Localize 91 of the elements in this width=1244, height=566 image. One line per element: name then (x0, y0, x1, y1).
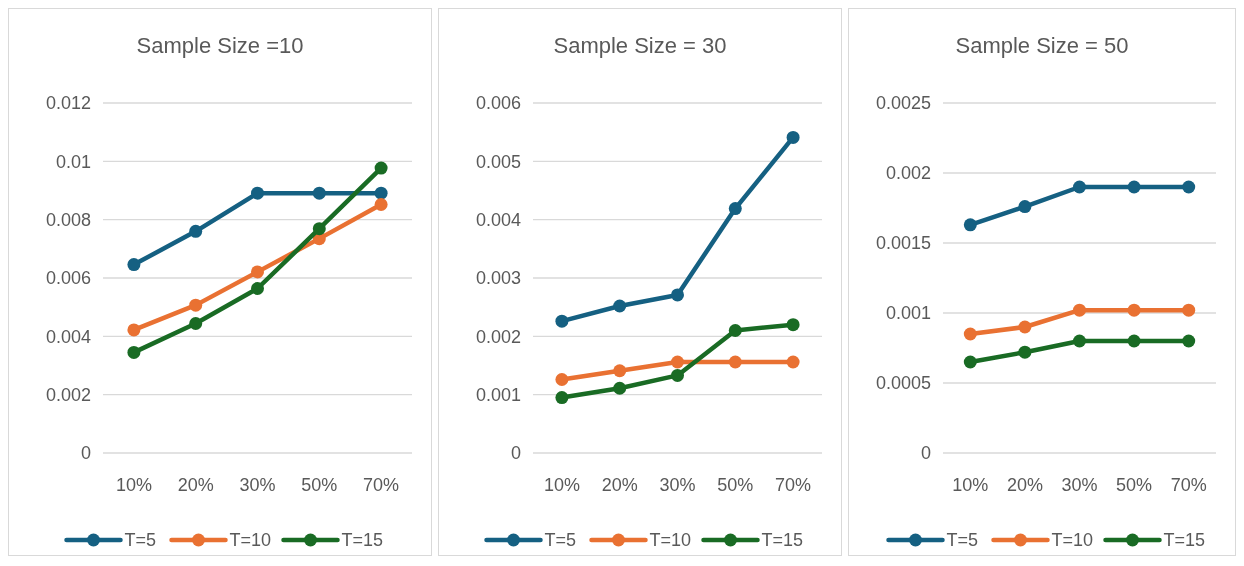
point (728, 355, 742, 369)
point (613, 299, 627, 313)
y-tick-label: 0.0015 (875, 233, 931, 254)
chart-title: Sample Size = 50 (955, 33, 1129, 58)
y-tick-label: 0.01 (55, 151, 91, 172)
point (1182, 180, 1196, 194)
point (671, 288, 684, 302)
y-tick-label: 0.012 (45, 93, 91, 114)
point (786, 355, 800, 369)
y-tick-label: 0.001 (885, 303, 931, 324)
point (963, 218, 977, 232)
point (1127, 303, 1141, 317)
point (671, 368, 684, 382)
x-tick-label: 70% (1170, 475, 1207, 495)
x-tick-label: 30% (239, 475, 276, 495)
chart-title: Sample Size =10 (136, 33, 304, 58)
chart-title: Sample Size = 30 (553, 33, 727, 58)
legend-label: T=10 (229, 530, 272, 551)
x-tick-label: 70% (775, 475, 812, 495)
y-tick-label: 0.003 (475, 268, 521, 289)
y-tick-label: 0.005 (475, 151, 521, 172)
point (1182, 334, 1196, 348)
point (1073, 303, 1086, 317)
point (1018, 345, 1032, 359)
y-tick-label: 0.008 (45, 209, 91, 230)
point (374, 198, 388, 211)
y-tick-label: 0.004 (45, 326, 91, 347)
point (1073, 334, 1086, 348)
x-tick-label: 10% (543, 475, 580, 495)
y-tick-label: 0.002 (885, 163, 931, 184)
x-tick-label: 20% (1006, 475, 1043, 495)
point (1127, 334, 1141, 348)
point (127, 345, 141, 359)
x-tick-label: 10% (952, 475, 989, 495)
point (1018, 320, 1032, 334)
legend-label: T=5 (946, 530, 979, 551)
y-tick-label: 0 (510, 443, 521, 464)
point (127, 323, 141, 337)
point (251, 282, 264, 295)
point (613, 381, 627, 395)
y-tick-label: 0.006 (475, 93, 521, 114)
y-tick-label: 0.004 (475, 209, 521, 230)
point (251, 186, 264, 200)
legend-label: T=5 (544, 530, 577, 551)
x-tick-label: 50% (717, 475, 754, 495)
legend-label: T=5 (124, 530, 157, 551)
point (728, 202, 742, 216)
y-tick-label: 0 (920, 443, 931, 464)
x-tick-label: 20% (601, 475, 638, 495)
legend-label: T=10 (1051, 530, 1094, 551)
point (555, 373, 569, 386)
point (613, 364, 627, 378)
point (555, 391, 569, 405)
point (1073, 180, 1086, 194)
x-tick-label: 50% (301, 475, 338, 495)
point (1018, 200, 1032, 214)
y-tick-label: 0.002 (475, 326, 521, 347)
y-tick-label: 0.0005 (875, 373, 931, 394)
legend-label: T=15 (761, 530, 804, 551)
point (786, 318, 800, 332)
legend-label: T=15 (1163, 530, 1206, 551)
x-tick-label: 10% (115, 475, 152, 495)
point (728, 324, 742, 337)
point (127, 258, 141, 272)
point (251, 265, 264, 279)
x-tick-label: 20% (177, 475, 214, 495)
point (671, 355, 684, 369)
x-tick-label: 30% (1061, 475, 1098, 495)
point (786, 130, 800, 144)
y-tick-label: 0.006 (45, 268, 91, 289)
point (963, 355, 977, 369)
legend-label: T=10 (649, 530, 692, 551)
x-tick-label: 30% (659, 475, 696, 495)
y-tick-label: 0.001 (475, 384, 521, 405)
point (555, 314, 569, 328)
x-tick-label: 50% (1116, 475, 1153, 495)
point (963, 327, 977, 341)
point (312, 186, 326, 200)
point (1182, 303, 1196, 317)
x-tick-label: 70% (363, 475, 400, 495)
point (189, 224, 203, 238)
y-tick-label: 0.0025 (875, 93, 931, 114)
y-tick-label: 0.002 (45, 384, 91, 405)
point (1127, 180, 1141, 194)
point (189, 298, 203, 312)
point (189, 317, 203, 330)
point (312, 222, 326, 236)
legend-label: T=15 (341, 530, 384, 551)
point (374, 161, 388, 175)
y-tick-label: 0 (80, 443, 91, 464)
point (374, 186, 388, 200)
